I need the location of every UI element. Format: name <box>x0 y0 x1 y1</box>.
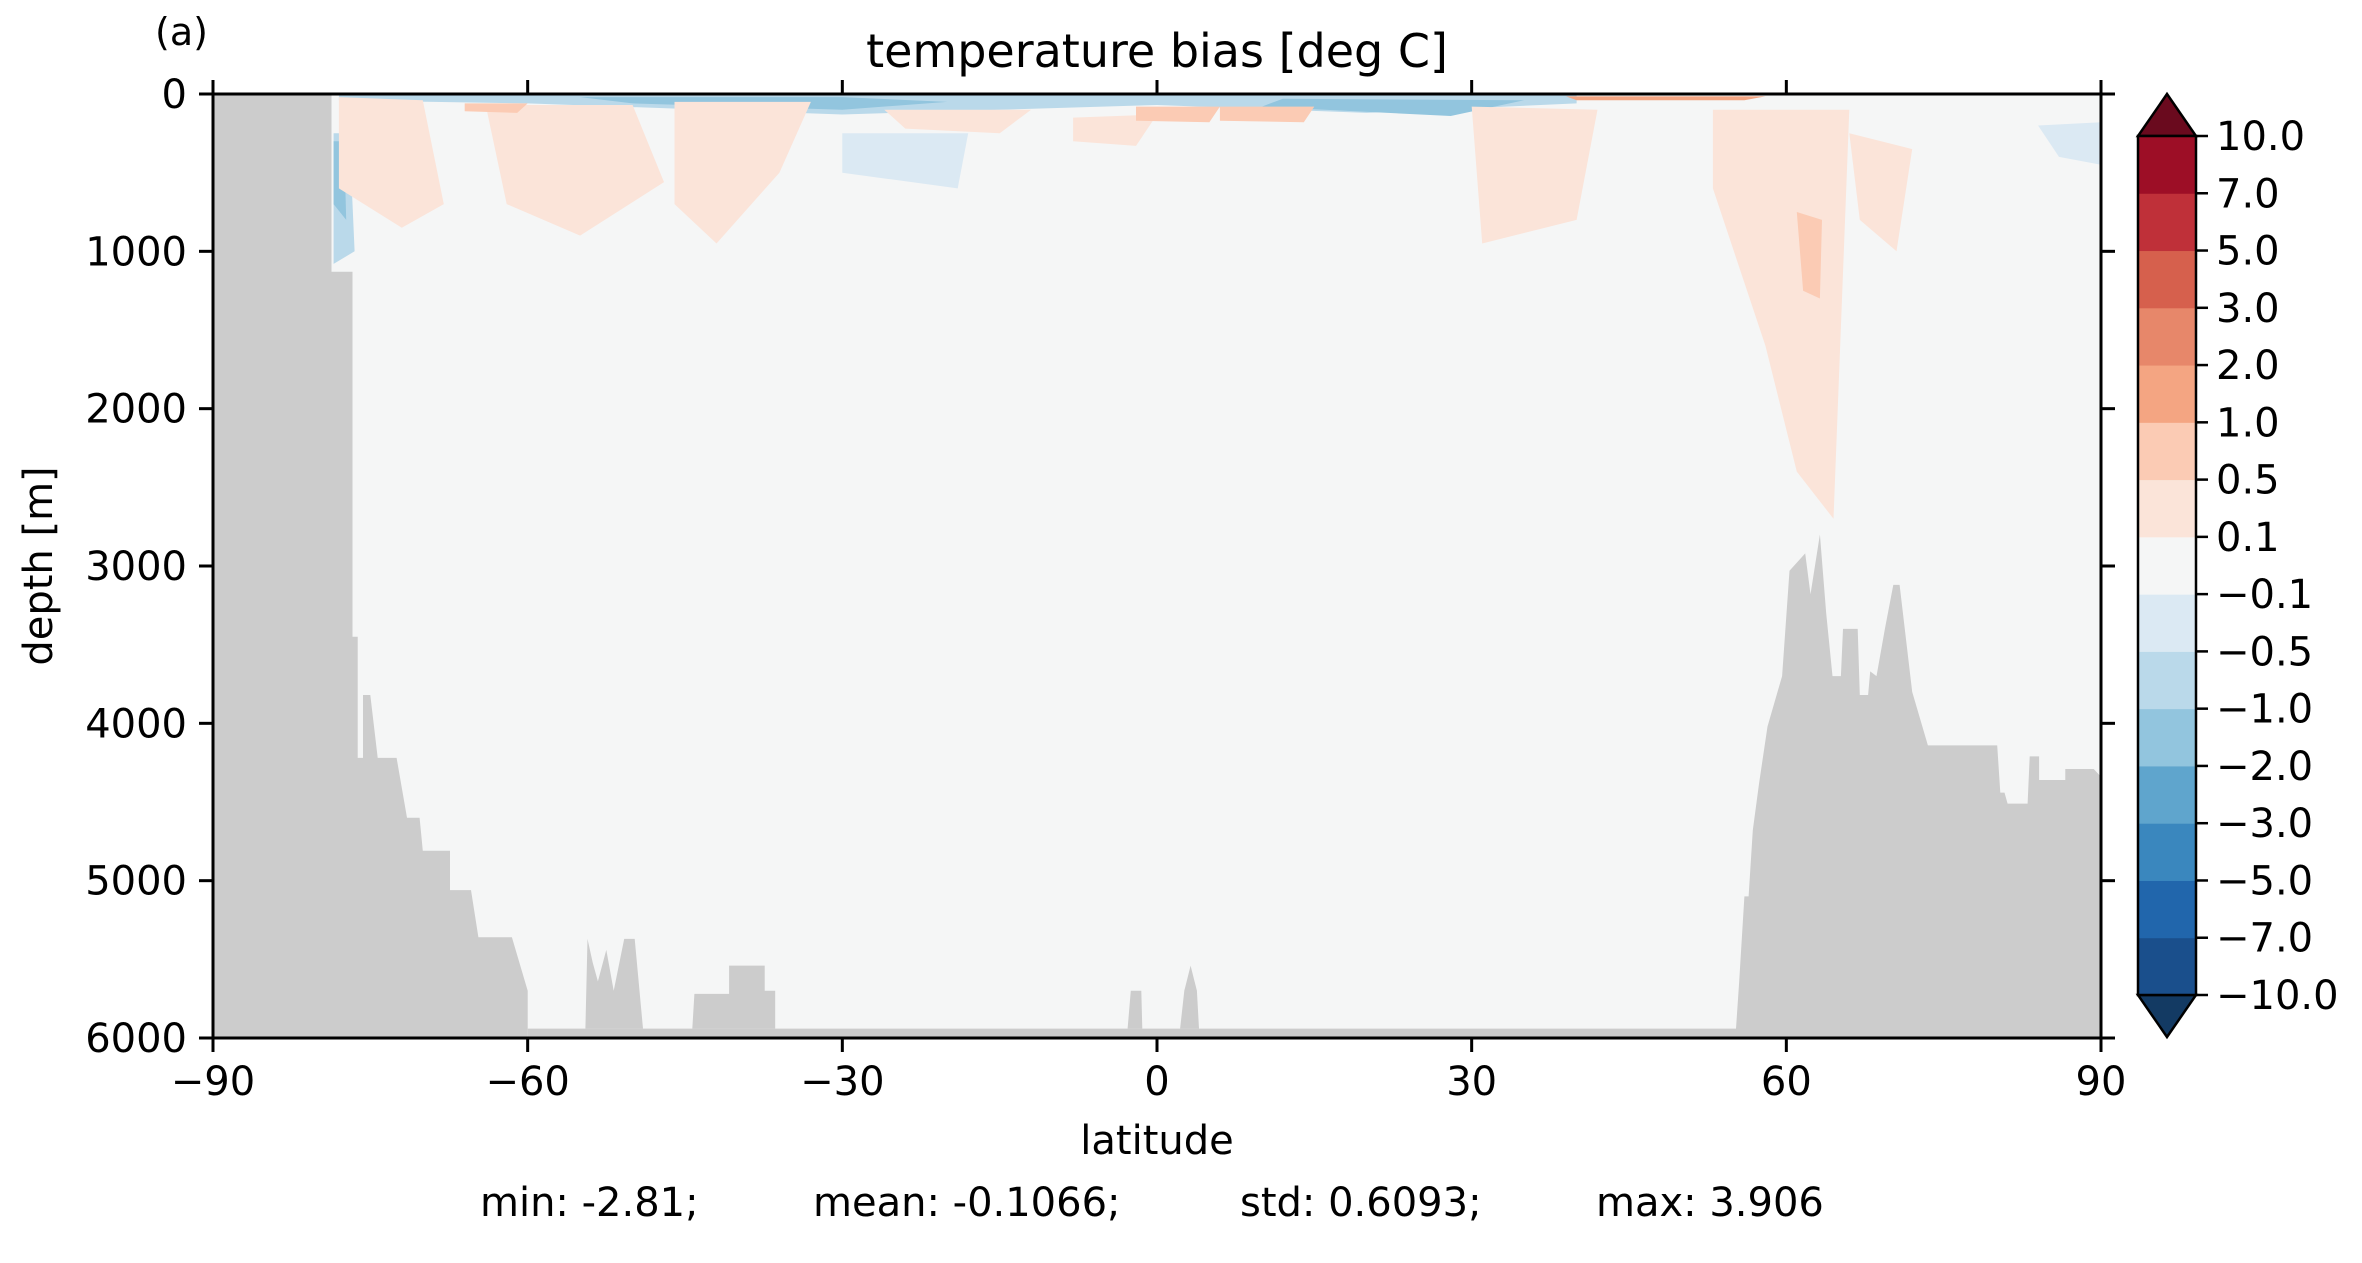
bias-patch-7 <box>338 97 444 228</box>
colorbar-segment <box>2138 365 2196 423</box>
bias-patch-9 <box>674 101 811 244</box>
colorbar-segment <box>2138 937 2196 996</box>
colorbar-tick-label: −0.1 <box>2216 572 2313 618</box>
colorbar-segment <box>2138 307 2196 366</box>
y-tick-label: 2000 <box>85 387 187 433</box>
bias-patch-8 <box>485 105 664 236</box>
stat-std: std: 0.6093; <box>1240 1180 1482 1226</box>
bias-patch-16 <box>1136 106 1220 123</box>
colorbar-tick-label: −1.0 <box>2216 687 2313 733</box>
colorbar-extend-over <box>2135 91 2199 138</box>
colorbar-tick-label: 5.0 <box>2216 229 2280 275</box>
bias-patch-15 <box>464 103 528 113</box>
colorbar-tick-label: −0.5 <box>2216 629 2313 675</box>
x-axis-label: latitude <box>1080 1118 1233 1164</box>
stat-mean: mean: -0.1066; <box>813 1180 1121 1226</box>
bias-patch-19 <box>1566 96 1766 101</box>
bias-patch-17 <box>1219 106 1315 123</box>
x-tick-label: 0 <box>1144 1059 1169 1105</box>
colorbar-segment <box>2138 708 2196 767</box>
bias-patch-11 <box>1073 114 1157 146</box>
bias-patch-6 <box>2038 122 2101 165</box>
bias-patch-18 <box>1796 212 1822 299</box>
y-tick-label: 1000 <box>85 229 187 275</box>
colorbar-segment <box>2138 136 2196 194</box>
x-axis: −90 −60 −30 0 30 60 90 <box>171 80 2127 1105</box>
land-south <box>213 94 528 1038</box>
colorbar-segment <box>2138 422 2196 481</box>
colorbar-segment <box>2138 823 2196 881</box>
colorbar-segment <box>2138 193 2196 252</box>
bathymetry-mask <box>213 94 2101 1038</box>
colorbar-segment <box>2138 594 2196 652</box>
colorbar-tick-label: −3.0 <box>2216 801 2313 847</box>
colorbar-tick-label: −5.0 <box>2216 858 2313 904</box>
bias-patch-10 <box>884 109 1032 134</box>
colorbar-segment <box>2138 651 2196 710</box>
bias-patch-13 <box>1712 109 1850 519</box>
x-tick-label: 60 <box>1761 1059 1812 1105</box>
colorbar: −10.0 −7.0 −5.0 −3.0 −2.0 −1.0 −0.5 −0.1 0.1 0.5 1… <box>2135 91 2339 1040</box>
x-tick-label: 90 <box>2076 1059 2127 1105</box>
y-tick-label: 3000 <box>85 544 187 590</box>
x-tick-label: −30 <box>800 1059 884 1105</box>
colorbar-frame <box>2136 134 2198 997</box>
land-north <box>1736 534 2101 1038</box>
y-tick-label: 4000 <box>85 701 187 747</box>
stat-max: max: 3.906 <box>1596 1180 1824 1226</box>
colorbar-tick-label: 7.0 <box>2216 171 2280 217</box>
bias-patch-2 <box>1261 98 1525 116</box>
y-tick-label: 6000 <box>85 1016 187 1062</box>
bias-patch-12 <box>1471 106 1598 244</box>
statistics-line: min: -2.81; mean: -0.1066; std: 0.6093; … <box>0 1180 2362 1240</box>
colorbar-extend-under <box>2135 993 2199 1040</box>
seamount-2 <box>1127 990 1143 1029</box>
bias-patch-14 <box>1849 133 1913 252</box>
colorbar-tick-label: 0.1 <box>2216 515 2280 561</box>
y-axis-label: depth [m] <box>16 466 62 665</box>
x-tick-label: −90 <box>171 1059 255 1105</box>
y-axis: 0 1000 2000 3000 4000 5000 6000 <box>85 72 2115 1062</box>
colorbar-tick-label: −2.0 <box>2216 744 2313 790</box>
colorbar-tick-label: 3.0 <box>2216 286 2280 332</box>
colorbar-tick-label: 0.5 <box>2216 458 2280 504</box>
colorbar-segment <box>2138 536 2196 595</box>
colorbar-tick-label: 2.0 <box>2216 343 2280 389</box>
seamount-0 <box>585 938 643 1029</box>
colorbar-segment <box>2138 479 2196 538</box>
bias-contours <box>333 94 2101 519</box>
x-tick-label: 30 <box>1446 1059 1497 1105</box>
colorbar-tick-label: −10.0 <box>2216 973 2339 1019</box>
seamount-3 <box>1180 965 1199 1029</box>
seamount-1 <box>692 965 776 1029</box>
y-tick-label: 0 <box>162 72 187 118</box>
plot-area <box>211 92 2103 1040</box>
stat-min: min: -2.81; <box>480 1180 699 1226</box>
seafloor <box>527 1028 1737 1038</box>
panel-label: (a) <box>155 10 208 54</box>
colorbar-segment <box>2138 880 2196 939</box>
colorbar-tick-label: −7.0 <box>2216 916 2313 962</box>
chart-title: temperature bias [deg C] <box>866 24 1448 78</box>
x-tick-label: −60 <box>485 1059 569 1105</box>
colorbar-segment <box>2138 765 2196 824</box>
y-tick-label: 5000 <box>85 859 187 905</box>
colorbar-segment <box>2138 250 2196 309</box>
colorbar-tick-label: 1.0 <box>2216 400 2280 446</box>
bias-patch-5 <box>842 133 969 189</box>
colorbar-tick-label: 10.0 <box>2216 114 2305 160</box>
